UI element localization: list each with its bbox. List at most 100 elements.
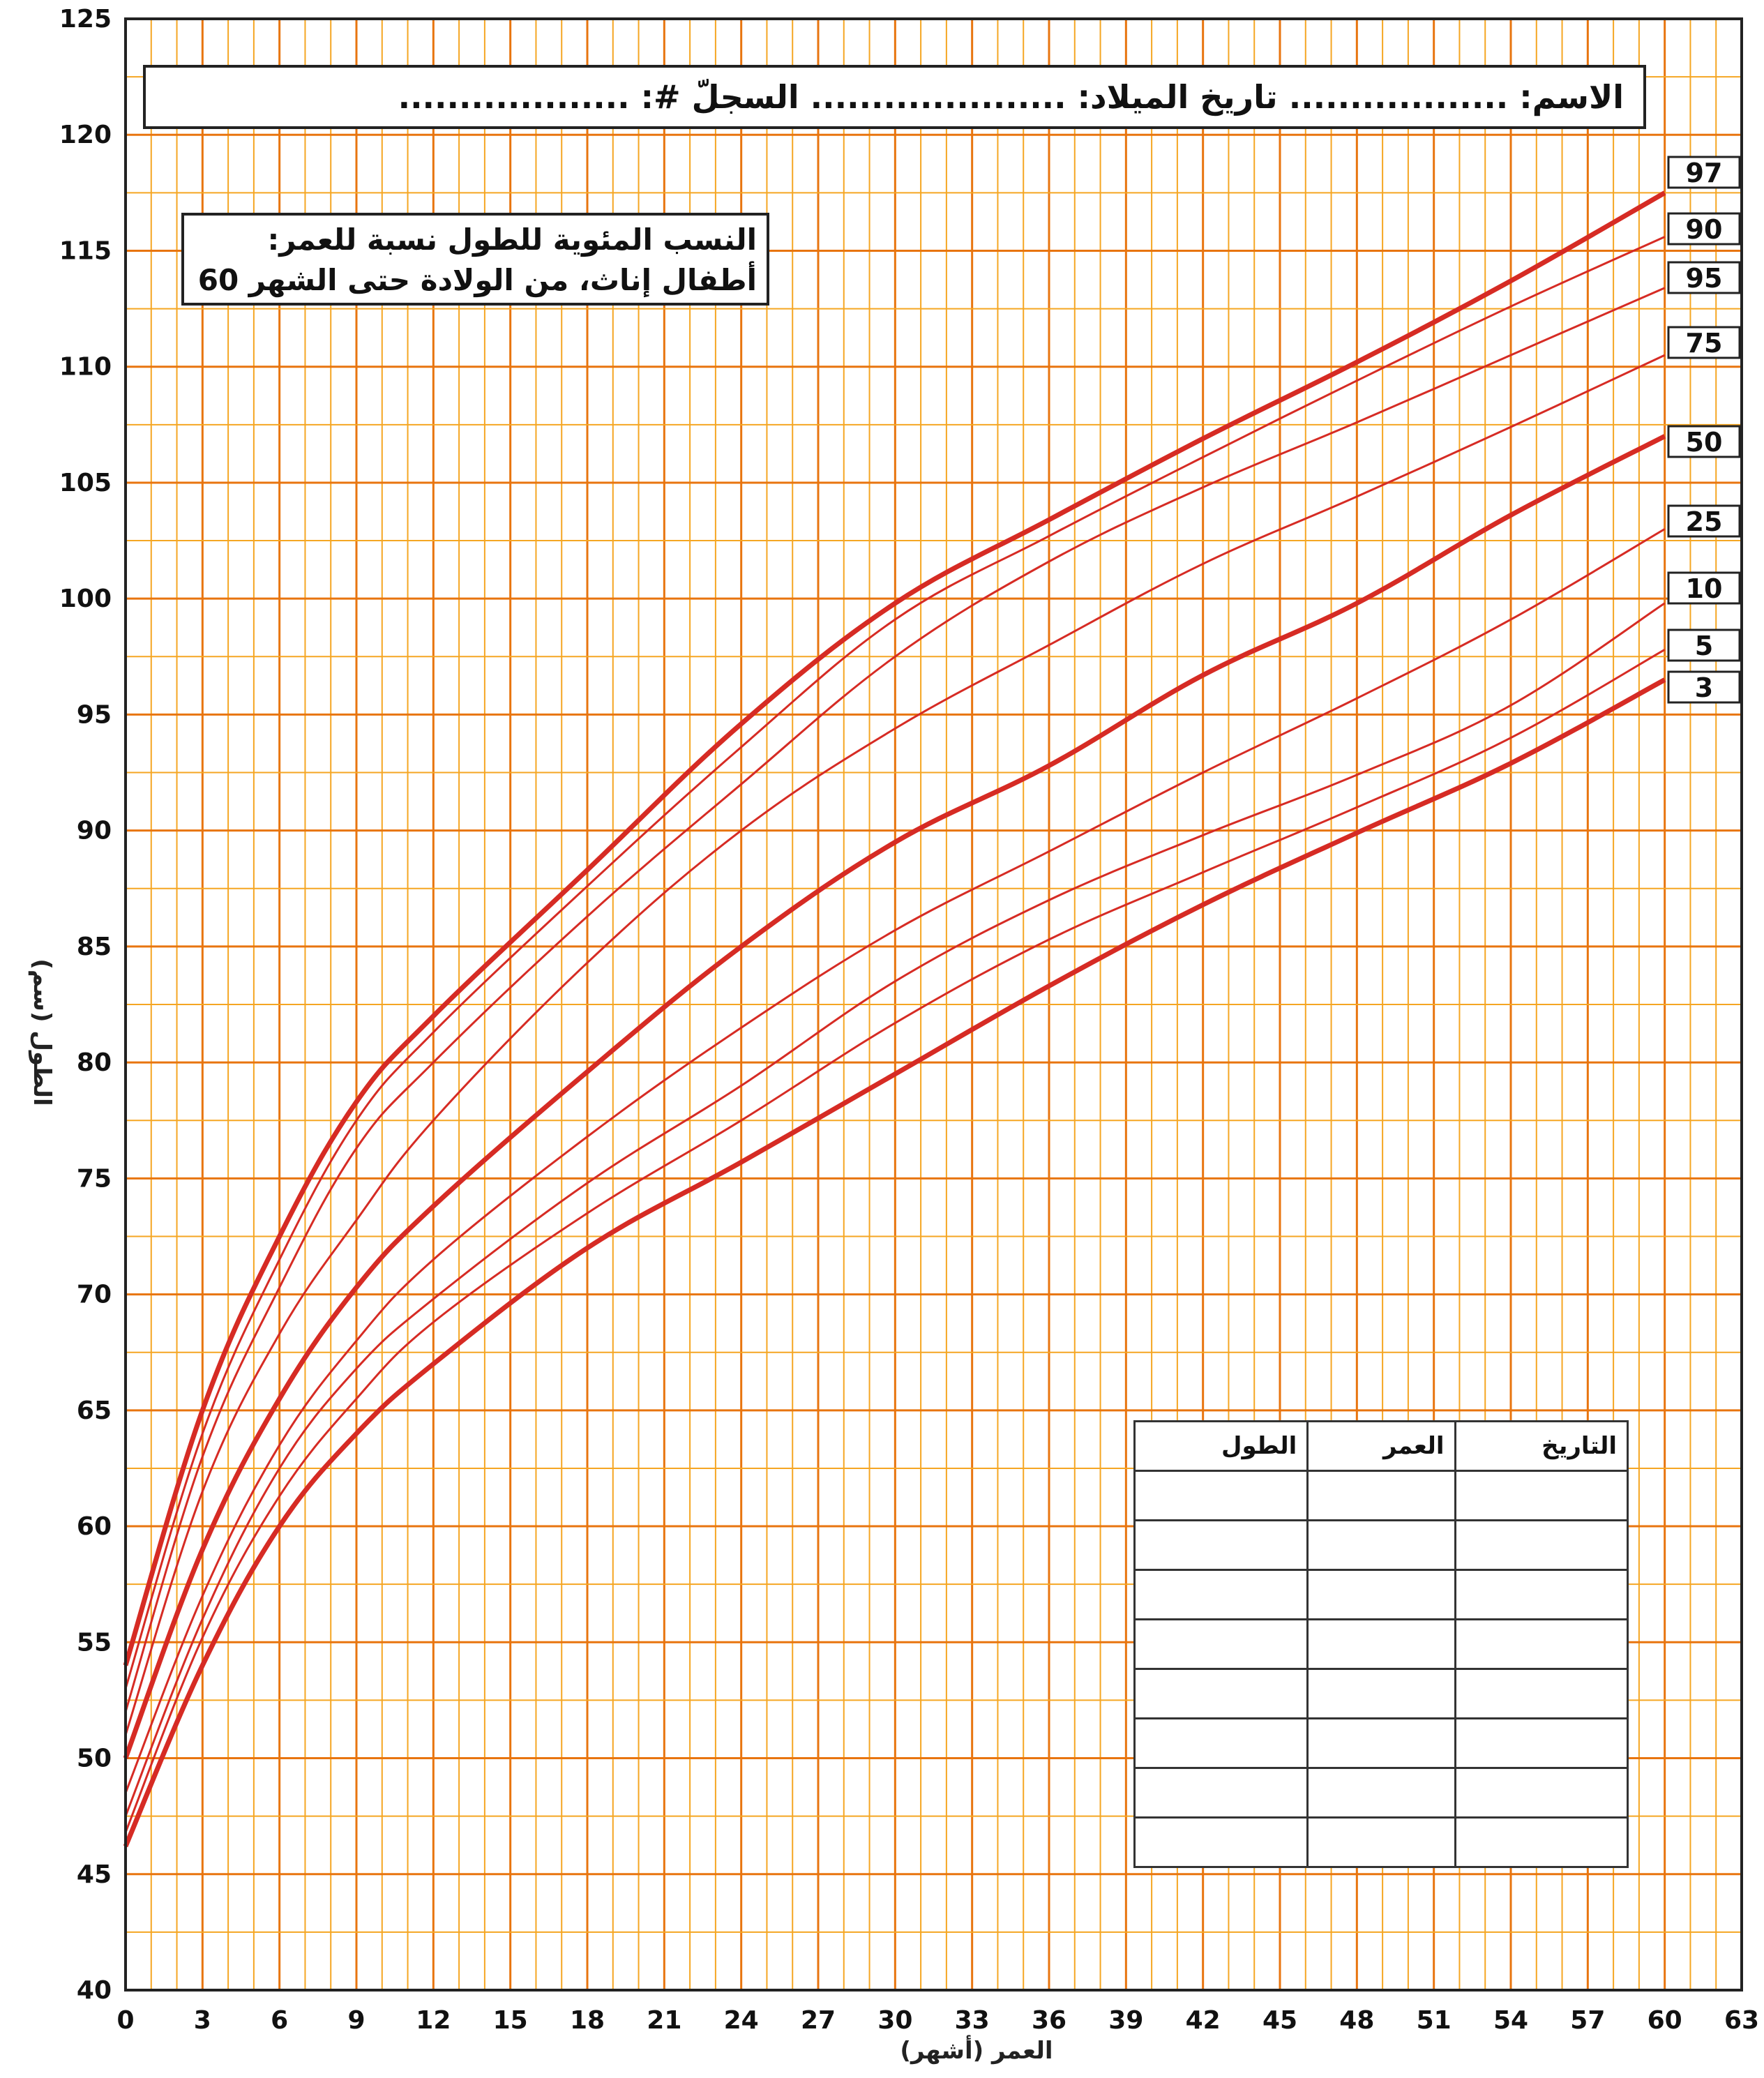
table-cell[interactable]	[1306, 1767, 1456, 1819]
x-tick-label: 27	[801, 2006, 836, 2035]
table-cell[interactable]	[1133, 1569, 1309, 1620]
table-cell[interactable]	[1306, 1569, 1456, 1620]
x-tick-label: 18	[570, 2006, 605, 2035]
percentile-label-box-75	[1667, 326, 1741, 359]
y-tick-label: 80	[77, 1048, 112, 1077]
y-tick-label: 40	[77, 1976, 112, 2005]
x-tick-label: 12	[416, 2006, 451, 2035]
percentile-curves	[123, 190, 1666, 1848]
table-cell[interactable]	[1454, 1767, 1629, 1819]
table-cell[interactable]	[1454, 1668, 1629, 1719]
x-tick-label: 63	[1724, 2006, 1759, 2035]
y-tick-label: 125	[59, 5, 112, 33]
y-tick-label: 100	[59, 585, 112, 613]
percentile-label-box-97	[1667, 156, 1741, 189]
table-cell[interactable]	[1306, 1717, 1456, 1769]
x-tick-label: 51	[1417, 2006, 1452, 2035]
y-tick-label: 45	[77, 1860, 112, 1889]
patient-info-text: الاسم: .................. تاريخ الميلاد:…	[398, 78, 1624, 116]
table-cell[interactable]	[1133, 1767, 1309, 1819]
percentile-label-box-5	[1667, 628, 1741, 662]
percentile-curve-5	[124, 648, 1666, 1833]
percentile-curve-75	[124, 354, 1666, 1736]
table-cell[interactable]	[1454, 1519, 1629, 1571]
x-tick-label: 0	[116, 2006, 134, 2035]
col-header-age: العمر	[1306, 1420, 1456, 1472]
x-tick-label: 57	[1570, 2006, 1605, 2035]
x-tick-label: 24	[724, 2006, 759, 2035]
table-cell[interactable]	[1306, 1816, 1456, 1868]
percentile-curve-50	[123, 434, 1666, 1759]
table-cell[interactable]	[1454, 1816, 1629, 1868]
table-cell[interactable]	[1306, 1470, 1456, 1521]
percentile-label-box-50	[1667, 425, 1741, 458]
col-header-height: الطول	[1133, 1420, 1309, 1472]
percentile-curve-25	[124, 528, 1666, 1793]
patient-info-header: الاسم: .................. تاريخ الميلاد:…	[143, 65, 1646, 129]
percentile-label-box-3	[1667, 670, 1741, 704]
table-cell[interactable]	[1306, 1668, 1456, 1719]
x-tick-label: 48	[1339, 2006, 1374, 2035]
measurement-log-table: التاريخ العمر الطول	[1133, 1420, 1629, 1868]
table-cell[interactable]	[1133, 1519, 1309, 1571]
percentile-curve-90	[124, 236, 1666, 1689]
plot-frame	[124, 17, 1743, 1992]
chart-title-line1: النسب المئوية للطول نسبة للعمر:	[267, 223, 757, 257]
table-cell[interactable]	[1133, 1717, 1309, 1769]
percentile-label-box-90	[1667, 212, 1741, 246]
table-cell[interactable]	[1454, 1618, 1629, 1670]
tick-labels: 0 3 6 9 12 15 18 21 24 27 30 33 36 39 42 45 48 51 54 57 60 63…	[59, 5, 1759, 2035]
percentile-label-97: 97	[1686, 158, 1723, 188]
percentile-label-75: 75	[1686, 328, 1723, 359]
table-cell[interactable]	[1133, 1816, 1309, 1868]
y-tick-label: 85	[77, 933, 112, 961]
x-tick-label: 6	[271, 2006, 288, 2035]
grid	[124, 17, 1743, 1992]
table-cell[interactable]	[1454, 1470, 1629, 1521]
table-cell[interactable]	[1306, 1618, 1456, 1670]
y-tick-label: 115	[59, 236, 112, 265]
x-axis-title: العمر (أشهر)	[900, 2037, 1053, 2065]
table-cell[interactable]	[1133, 1668, 1309, 1719]
percentile-label-25: 25	[1686, 506, 1723, 537]
table-cell[interactable]	[1306, 1519, 1456, 1571]
percentile-curve-10	[124, 602, 1666, 1817]
table-cell[interactable]	[1454, 1569, 1629, 1620]
table-row	[1133, 1668, 1629, 1719]
x-tick-label: 54	[1493, 2006, 1528, 2035]
percentile-label-5: 5	[1695, 631, 1713, 661]
y-tick-label: 70	[77, 1281, 112, 1309]
table-row	[1133, 1569, 1629, 1620]
y-tick-label: 55	[77, 1628, 112, 1657]
table-cell[interactable]	[1133, 1618, 1309, 1670]
y-tick-label: 95	[77, 700, 112, 729]
percentile-label-10: 10	[1686, 573, 1723, 604]
chart-title-line2: أطفال إناث، من الولادة حتى الشهر 60	[197, 263, 757, 297]
table-row	[1133, 1519, 1629, 1571]
table-header-row: التاريخ العمر الطول	[1133, 1420, 1629, 1472]
table-row	[1133, 1816, 1629, 1868]
table-row	[1133, 1470, 1629, 1521]
percentile-label-90: 90	[1686, 214, 1723, 245]
col-header-date: التاريخ	[1454, 1420, 1629, 1472]
table-row	[1133, 1618, 1629, 1670]
y-tick-label: 90	[77, 817, 112, 845]
y-tick-label: 50	[77, 1745, 112, 1773]
percentile-label-box-25	[1667, 504, 1741, 538]
percentile-label-3: 3	[1695, 672, 1713, 703]
table-row	[1133, 1717, 1629, 1769]
x-tick-label: 9	[347, 2006, 365, 2035]
y-tick-label: 120	[59, 121, 112, 149]
percentile-curve-97	[123, 190, 1666, 1666]
x-tick-label: 60	[1648, 2006, 1682, 2035]
table-cell[interactable]	[1454, 1717, 1629, 1769]
x-tick-label: 42	[1186, 2006, 1221, 2035]
y-tick-label: 60	[77, 1512, 112, 1541]
x-tick-label: 15	[493, 2006, 528, 2035]
y-tick-label: 75	[77, 1164, 112, 1193]
table-cell[interactable]	[1133, 1470, 1309, 1521]
y-tick-label: 105	[59, 469, 112, 497]
table-row	[1133, 1767, 1629, 1819]
y-axis-title: الطول (سم)	[28, 958, 56, 1106]
